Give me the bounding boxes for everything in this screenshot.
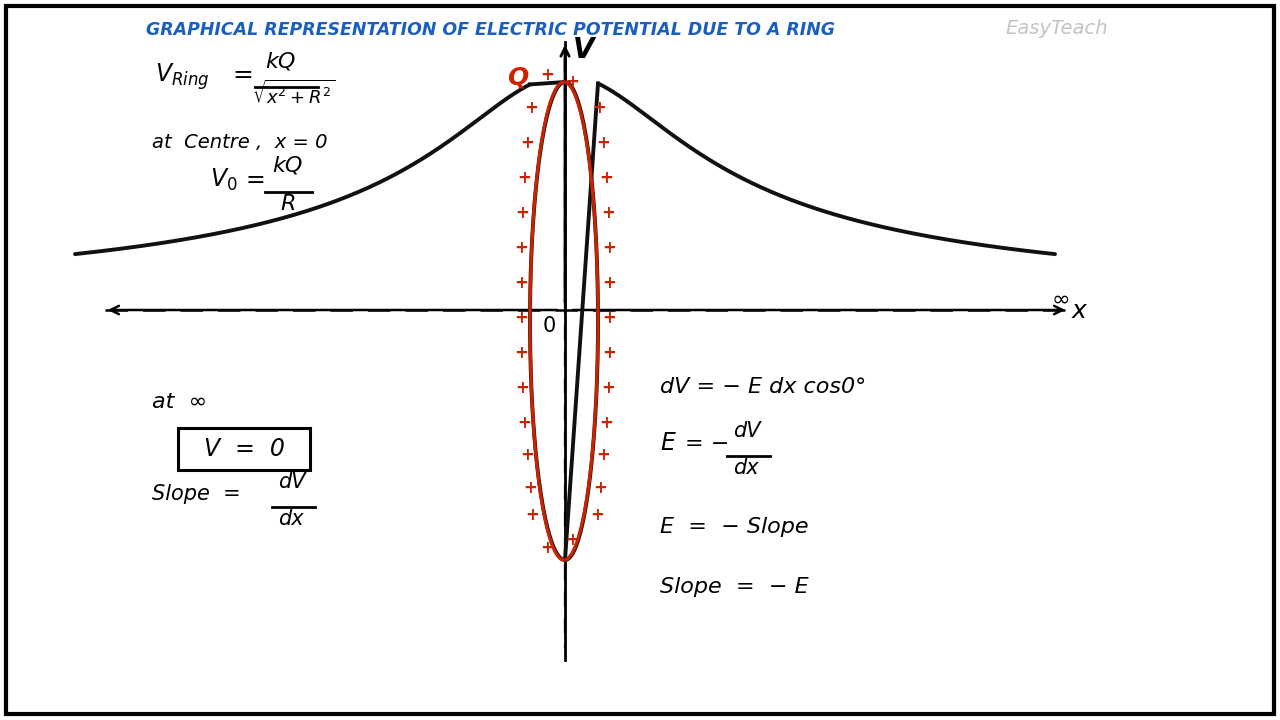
Text: at  Centre ,  x = 0: at Centre , x = 0 bbox=[152, 133, 328, 152]
Text: +: + bbox=[564, 531, 579, 549]
Text: +: + bbox=[515, 309, 527, 327]
Text: 0: 0 bbox=[543, 316, 557, 336]
Text: +: + bbox=[520, 446, 534, 464]
Text: +: + bbox=[596, 134, 611, 152]
Text: Slope  =: Slope = bbox=[152, 484, 241, 504]
Text: $\sqrt{x^2+R^2}$: $\sqrt{x^2+R^2}$ bbox=[252, 80, 335, 108]
Text: dV: dV bbox=[278, 472, 306, 492]
Text: +: + bbox=[602, 204, 614, 222]
Text: +: + bbox=[517, 414, 531, 432]
Text: +: + bbox=[515, 204, 529, 222]
Text: +: + bbox=[524, 479, 536, 497]
Text: ∞: ∞ bbox=[1052, 290, 1070, 310]
Bar bbox=[178, 428, 310, 470]
Text: +: + bbox=[602, 239, 616, 257]
Text: at  ∞: at ∞ bbox=[152, 392, 207, 412]
Text: kQ: kQ bbox=[265, 52, 296, 72]
Text: +: + bbox=[596, 446, 611, 464]
Text: Slope  =  − E: Slope = − E bbox=[660, 577, 809, 597]
Text: EasyTeach: EasyTeach bbox=[1005, 19, 1107, 37]
Text: =: = bbox=[244, 168, 265, 192]
Text: +: + bbox=[602, 309, 616, 327]
Text: +: + bbox=[602, 274, 616, 292]
Text: +: + bbox=[593, 99, 605, 117]
Text: dV = − E dx cos0°: dV = − E dx cos0° bbox=[660, 377, 867, 397]
Text: dx: dx bbox=[733, 458, 759, 478]
Text: $V_{Ring}$: $V_{Ring}$ bbox=[155, 61, 210, 92]
Text: = −: = − bbox=[685, 434, 730, 454]
Text: +: + bbox=[564, 73, 579, 91]
Text: +: + bbox=[524, 99, 538, 117]
Text: +: + bbox=[599, 414, 613, 432]
Text: R: R bbox=[280, 194, 296, 214]
Text: +: + bbox=[515, 344, 527, 362]
Text: kQ: kQ bbox=[273, 156, 302, 176]
Text: $V_0$: $V_0$ bbox=[210, 167, 238, 193]
Text: =: = bbox=[232, 63, 253, 87]
Text: V  =  0: V = 0 bbox=[204, 437, 284, 461]
Text: +: + bbox=[515, 379, 529, 397]
Text: x: x bbox=[1073, 299, 1087, 323]
Text: +: + bbox=[540, 539, 554, 557]
Text: +: + bbox=[540, 66, 554, 84]
Text: +: + bbox=[590, 506, 604, 524]
Text: +: + bbox=[515, 274, 527, 292]
Text: dV: dV bbox=[733, 421, 760, 441]
Text: +: + bbox=[515, 239, 527, 257]
Text: +: + bbox=[520, 134, 534, 152]
Text: E: E bbox=[660, 431, 675, 455]
Text: V: V bbox=[573, 36, 594, 64]
Text: +: + bbox=[602, 344, 616, 362]
Text: +: + bbox=[525, 506, 539, 524]
Text: +: + bbox=[517, 169, 531, 187]
Text: +: + bbox=[602, 379, 614, 397]
Text: E  =  − Slope: E = − Slope bbox=[660, 517, 809, 537]
Text: +: + bbox=[593, 479, 607, 497]
Text: GRAPHICAL REPRESENTATION OF ELECTRIC POTENTIAL DUE TO A RING: GRAPHICAL REPRESENTATION OF ELECTRIC POT… bbox=[146, 21, 835, 39]
Text: +: + bbox=[599, 169, 613, 187]
Text: dx: dx bbox=[278, 509, 303, 529]
Text: Q: Q bbox=[507, 65, 529, 89]
